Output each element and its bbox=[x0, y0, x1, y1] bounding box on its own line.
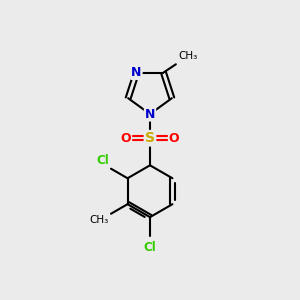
Text: O: O bbox=[121, 132, 131, 145]
Text: S: S bbox=[145, 131, 155, 145]
Text: N: N bbox=[131, 66, 142, 79]
Text: CH₃: CH₃ bbox=[178, 51, 197, 61]
Text: CH₃: CH₃ bbox=[89, 215, 109, 225]
Text: Cl: Cl bbox=[97, 154, 110, 167]
Text: O: O bbox=[169, 132, 179, 145]
Text: N: N bbox=[145, 108, 155, 121]
Text: Cl: Cl bbox=[144, 241, 156, 254]
